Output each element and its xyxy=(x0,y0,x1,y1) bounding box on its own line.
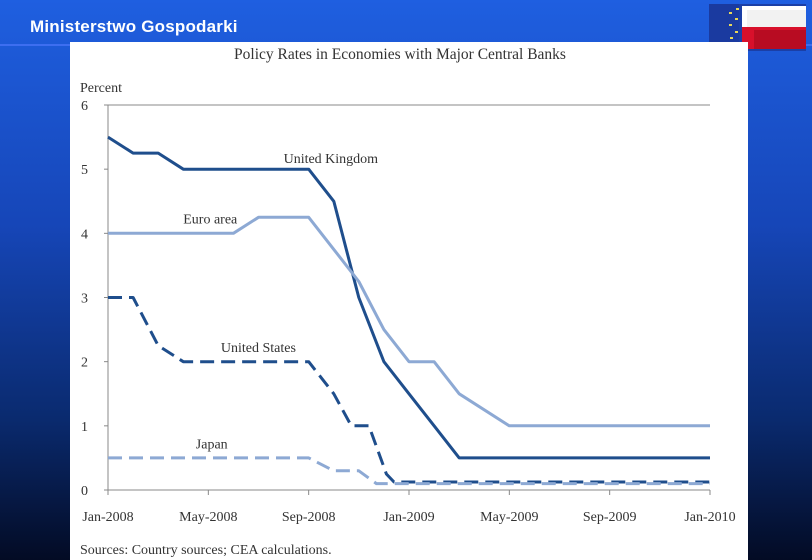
x-tick-label: Jan-2010 xyxy=(684,510,735,525)
united-kingdom-series-label: United Kingdom xyxy=(284,152,379,167)
japan-series-label: Japan xyxy=(196,437,228,452)
x-tick-label: Jan-2009 xyxy=(383,510,434,525)
y-tick-label: 1 xyxy=(81,420,88,435)
x-tick-label: May-2009 xyxy=(480,510,538,525)
chart-title: Policy Rates in Economies with Major Cen… xyxy=(234,46,566,63)
y-axis-label: Percent xyxy=(80,81,122,96)
united-states-series-label: United States xyxy=(221,341,296,356)
united-states-series-line xyxy=(108,296,710,484)
y-tick-label: 0 xyxy=(81,484,88,499)
x-tick-label: Jan-2008 xyxy=(82,510,133,525)
policy-rates-chart: Policy Rates in Economies with Major Cen… xyxy=(80,46,736,558)
x-tick-label: Sep-2008 xyxy=(282,510,336,525)
y-tick-label: 6 xyxy=(81,99,88,114)
x-tick-label: Sep-2009 xyxy=(583,510,637,525)
y-tick-label: 3 xyxy=(81,292,88,307)
y-tick-label: 2 xyxy=(81,356,88,371)
source-note: Sources: Country sources; CEA calculatio… xyxy=(80,543,332,558)
japan-series-line xyxy=(108,456,710,486)
united-kingdom-series-line xyxy=(107,135,710,460)
euro-area-series-line xyxy=(108,215,710,428)
x-tick-label: May-2008 xyxy=(179,510,237,525)
euro-area-series-label: Euro area xyxy=(183,213,238,228)
y-tick-label: 5 xyxy=(81,163,88,178)
y-tick-label: 4 xyxy=(81,227,88,242)
org-title: Ministerstwo Gospodarki xyxy=(30,17,238,36)
chart-panel: Policy Rates in Economies with Major Cen… xyxy=(70,42,748,560)
